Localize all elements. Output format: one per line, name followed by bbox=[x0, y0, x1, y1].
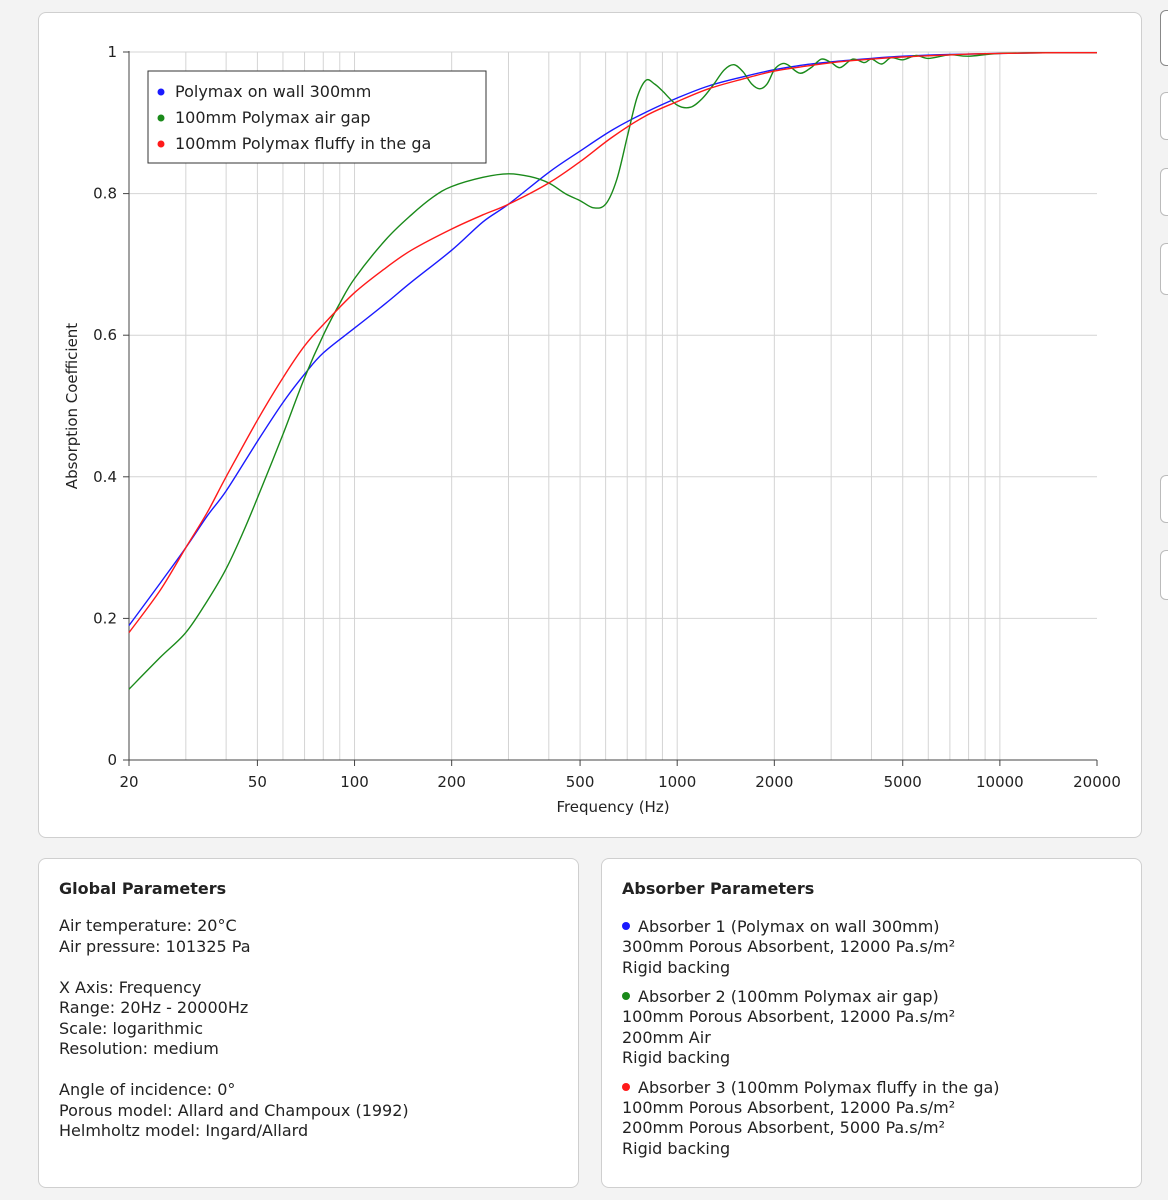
legend-entry: Polymax on wall 300mm bbox=[175, 82, 371, 101]
legend-dot-icon bbox=[157, 88, 165, 96]
air-pressure: Air pressure: 101325 Pa bbox=[59, 936, 251, 956]
series-lines bbox=[128, 51, 1098, 690]
side-tab[interactable] bbox=[1160, 92, 1168, 140]
side-tab[interactable] bbox=[1160, 243, 1168, 295]
y-axis-label: Absorption Coefficient bbox=[63, 323, 81, 489]
absorption-chart: 0 0.2 0.4 0.6 0.8 1 20 50 100 200 500 1000 2000 5000 1… bbox=[63, 43, 1121, 816]
resolution-setting: Resolution: medium bbox=[59, 1039, 219, 1058]
angle-setting: Angle of incidence: 0° bbox=[59, 1080, 236, 1099]
legend-dot-icon bbox=[157, 140, 165, 148]
y-tick-label: 0.4 bbox=[93, 468, 117, 486]
absorber-1-layer: Rigid backing bbox=[622, 957, 731, 977]
absorber-3-layer: 200mm Porous Absorbent, 5000 Pa.s/m² bbox=[622, 1118, 945, 1137]
absorber-3-layer: Rigid backing bbox=[622, 1138, 731, 1158]
y-tick-label: 0.6 bbox=[93, 326, 117, 344]
grid-lines bbox=[129, 51, 1097, 761]
y-tick-label: 1 bbox=[107, 43, 117, 61]
absorber-2-layer: 100mm Porous Absorbent, 12000 Pa.s/m² bbox=[622, 1007, 956, 1026]
x-tick-label: 10000 bbox=[976, 773, 1024, 791]
x-tick-label: 2000 bbox=[755, 773, 793, 791]
y-tick-label: 0 bbox=[107, 751, 117, 769]
axes: 0 0.2 0.4 0.6 0.8 1 20 50 100 200 500 1000 2000 5000 1… bbox=[63, 43, 1121, 816]
absorber-2-header: Absorber 2 (100mm Polymax air gap) bbox=[622, 986, 1121, 1007]
x-tick-label: 1000 bbox=[658, 773, 696, 791]
x-axis-label: Frequency (Hz) bbox=[556, 798, 669, 816]
legend-entry: 100mm Polymax air gap bbox=[175, 108, 371, 127]
series-line-3 bbox=[128, 51, 1098, 634]
side-tab[interactable] bbox=[1160, 10, 1168, 66]
scale-setting: Scale: logarithmic bbox=[59, 1018, 203, 1038]
x-tick-label: 20000 bbox=[1073, 773, 1121, 791]
side-tab[interactable] bbox=[1160, 550, 1168, 600]
x-tick-label: 100 bbox=[340, 773, 369, 791]
porous-model-setting: Porous model: Allard and Champoux (1992) bbox=[59, 1100, 409, 1120]
absorber-1-header: Absorber 1 (Polymax on wall 300mm) bbox=[622, 916, 1121, 937]
x-tick-label: 20 bbox=[119, 773, 138, 791]
series-line-1 bbox=[128, 51, 1098, 626]
y-tick-label: 0.8 bbox=[93, 185, 117, 203]
absorber-2-layer: Rigid backing bbox=[622, 1048, 731, 1067]
range-setting: Range: 20Hz - 20000Hz bbox=[59, 998, 249, 1017]
absorber-parameters-title: Absorber Parameters bbox=[622, 879, 815, 898]
x-tick-label: 200 bbox=[437, 773, 466, 791]
absorber-3-dot-icon bbox=[622, 1082, 630, 1091]
absorber-1-dot-icon bbox=[622, 922, 630, 930]
absorber-3-header: Absorber 3 (100mm Polymax fluffy in the … bbox=[622, 1077, 1121, 1098]
legend-box bbox=[147, 70, 487, 164]
global-parameters-panel: Global Parameters Air temperature: 20°C … bbox=[38, 858, 579, 1188]
chart-panel: 0 0.2 0.4 0.6 0.8 1 20 50 100 200 500 1000 2000 5000 1… bbox=[38, 12, 1142, 838]
absorber-2-layer: 200mm Air bbox=[622, 1027, 711, 1047]
helmholtz-model-setting: Helmholtz model: Ingard/Allard bbox=[59, 1121, 309, 1140]
x-axis-setting: X Axis: Frequency bbox=[59, 977, 202, 997]
legend: Polymax on wall 300mm 100mm Polymax air g… bbox=[147, 70, 487, 164]
side-tab[interactable] bbox=[1160, 475, 1168, 523]
y-tick-label: 0.2 bbox=[93, 609, 117, 627]
legend-dot-icon bbox=[157, 114, 165, 122]
x-tick-label: 500 bbox=[566, 773, 595, 791]
legend-entry: 100mm Polymax fluffy in the ga bbox=[175, 134, 431, 153]
absorber-1-layer: 300mm Porous Absorbent, 12000 Pa.s/m² bbox=[622, 937, 956, 956]
x-tick-label: 5000 bbox=[884, 773, 922, 791]
absorber-3-layer: 100mm Porous Absorbent, 12000 Pa.s/m² bbox=[622, 1097, 956, 1117]
global-parameters-title: Global Parameters bbox=[59, 879, 227, 898]
absorber-parameters-panel: Absorber Parameters Absorber 1 (Polymax … bbox=[601, 858, 1142, 1188]
air-temperature: Air temperature: 20°C bbox=[59, 916, 237, 935]
side-tab[interactable] bbox=[1160, 168, 1168, 216]
x-tick-label: 50 bbox=[248, 773, 267, 791]
absorber-2-dot-icon bbox=[622, 992, 630, 1000]
